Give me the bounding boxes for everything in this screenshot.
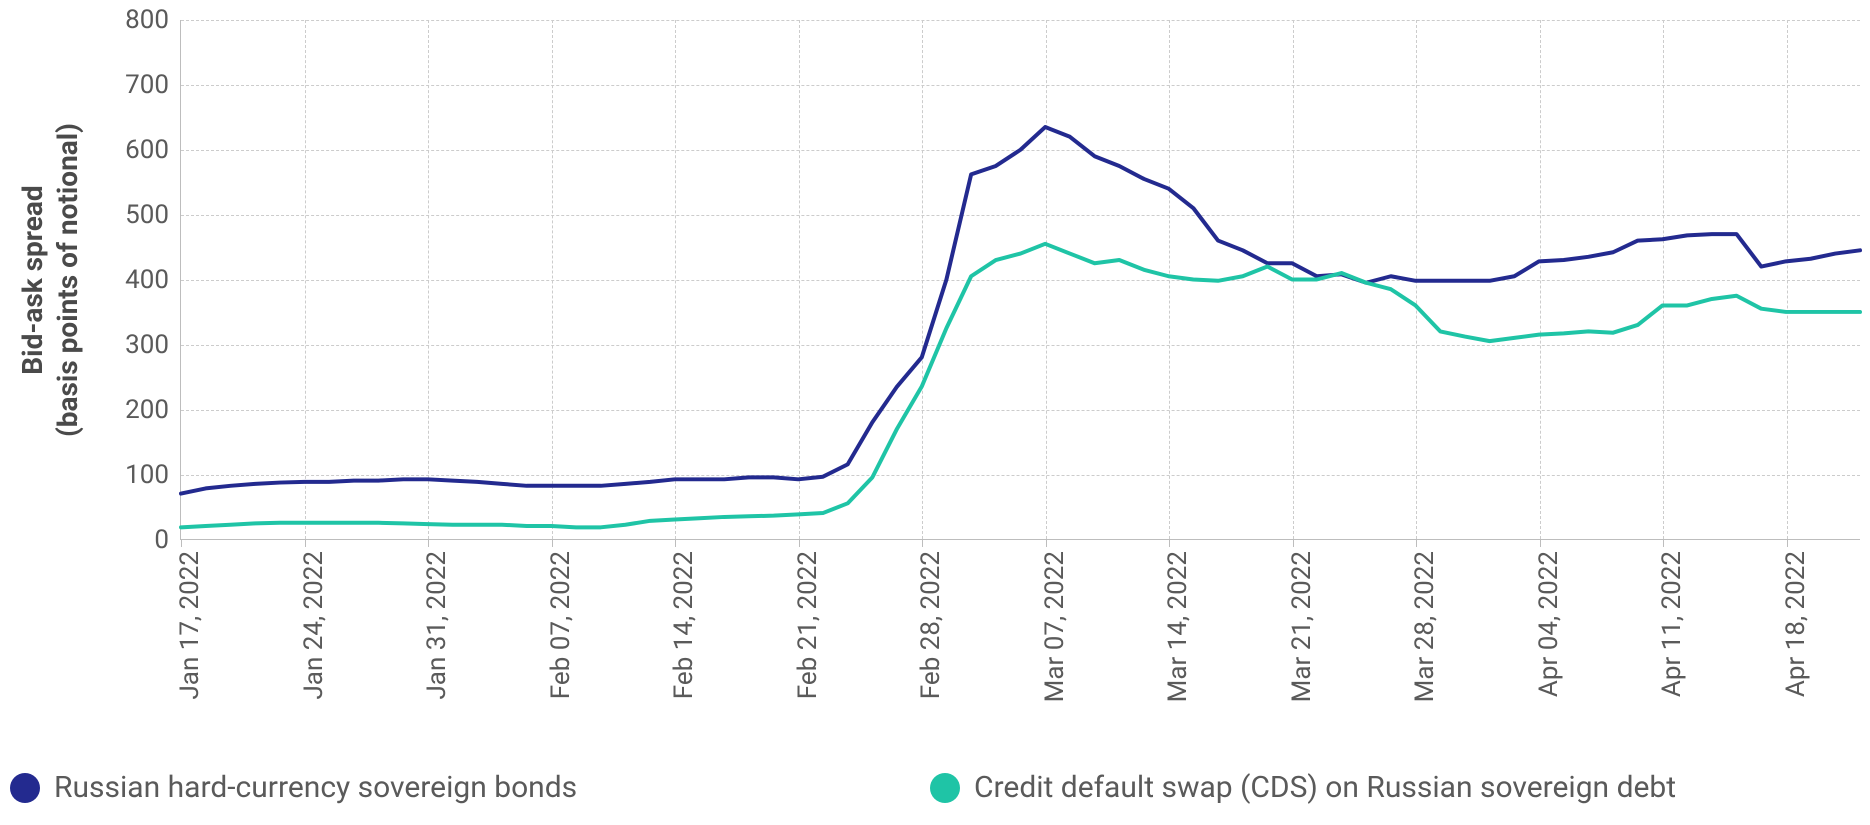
x-tick-mark (1293, 539, 1294, 547)
series-line-1 (181, 244, 1860, 528)
x-tick-mark (181, 539, 182, 547)
y-tick-label: 100 (125, 460, 181, 490)
series-line-0 (181, 127, 1860, 494)
x-tick-mark (552, 539, 553, 547)
x-tick-mark (922, 539, 923, 547)
y-tick-label: 700 (125, 70, 181, 100)
x-tick-mark (675, 539, 676, 547)
y-axis-title-line1: Bid-ask spread (15, 123, 50, 437)
y-axis-title-line2: (basis points of notional) (50, 123, 85, 437)
y-tick-label: 600 (125, 135, 181, 165)
legend-swatch-icon (930, 773, 960, 803)
legend-item-1: Credit default swap (CDS) on Russian sov… (930, 770, 1676, 805)
x-tick-mark (428, 539, 429, 547)
x-tick-mark (1787, 539, 1788, 547)
legend-label: Credit default swap (CDS) on Russian sov… (974, 770, 1676, 805)
plot-area: 0100200300400500600700800Jan 17, 2022Jan… (180, 20, 1860, 540)
x-tick-mark (305, 539, 306, 547)
x-tick-label: Feb 07, 2022 (546, 551, 576, 699)
x-tick-label: Apr 11, 2022 (1657, 551, 1687, 697)
x-tick-label: Jan 31, 2022 (422, 551, 452, 700)
x-tick-label: Feb 14, 2022 (669, 551, 699, 699)
x-tick-label: Mar 07, 2022 (1040, 551, 1070, 702)
x-tick-label: Feb 28, 2022 (916, 551, 946, 699)
x-tick-mark (799, 539, 800, 547)
x-tick-label: Mar 28, 2022 (1410, 551, 1440, 702)
y-tick-label: 300 (125, 330, 181, 360)
x-tick-label: Jan 17, 2022 (175, 551, 205, 700)
x-tick-label: Jan 24, 2022 (299, 551, 329, 700)
x-tick-label: Feb 21, 2022 (793, 551, 823, 699)
x-tick-mark (1046, 539, 1047, 547)
y-tick-label: 500 (125, 200, 181, 230)
y-tick-label: 200 (125, 395, 181, 425)
legend-label: Russian hard-currency sovereign bonds (54, 770, 577, 805)
x-tick-label: Apr 04, 2022 (1534, 551, 1564, 697)
x-tick-mark (1169, 539, 1170, 547)
x-tick-mark (1540, 539, 1541, 547)
x-tick-label: Mar 21, 2022 (1287, 551, 1317, 702)
y-axis-title: Bid-ask spread(basis points of notional) (15, 123, 85, 437)
bid-ask-spread-chart: 0100200300400500600700800Jan 17, 2022Jan… (0, 0, 1870, 825)
x-tick-label: Mar 14, 2022 (1163, 551, 1193, 702)
x-tick-mark (1416, 539, 1417, 547)
x-tick-label: Apr 18, 2022 (1781, 551, 1811, 697)
y-tick-label: 400 (125, 265, 181, 295)
y-tick-label: 800 (125, 5, 181, 35)
chart-lines (181, 20, 1860, 539)
x-tick-mark (1663, 539, 1664, 547)
legend-swatch-icon (10, 773, 40, 803)
legend-item-0: Russian hard-currency sovereign bonds (10, 770, 577, 805)
